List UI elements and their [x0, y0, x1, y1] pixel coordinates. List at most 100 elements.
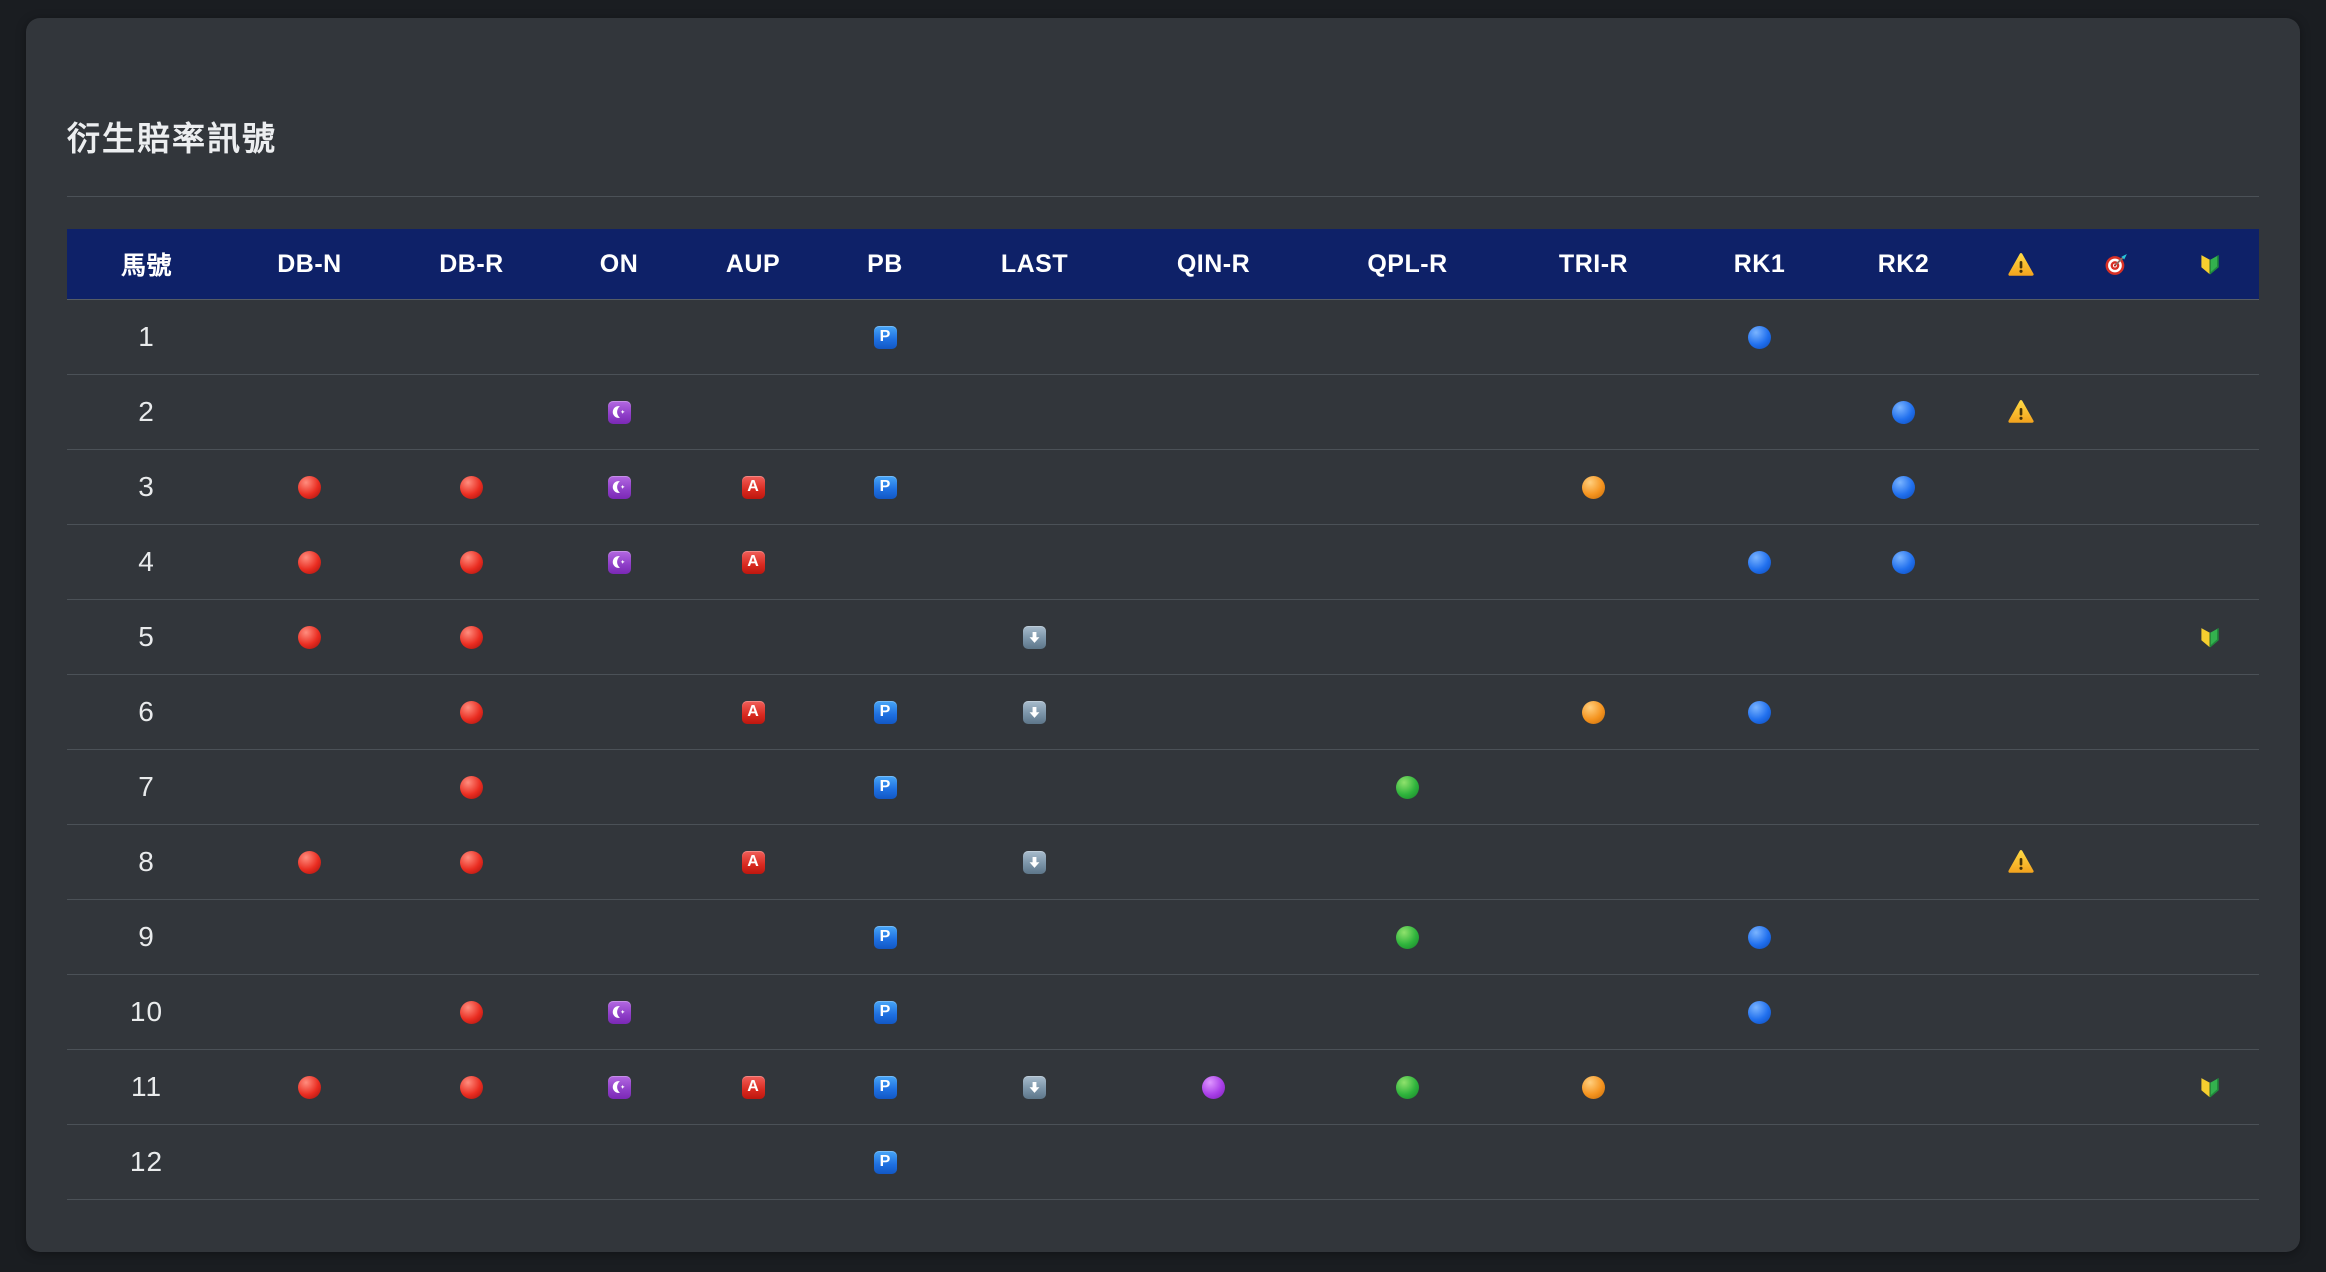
- blue-circle-icon: [1748, 325, 1771, 349]
- signal-cell-aup: A: [688, 524, 818, 600]
- signal-cell-rk2: [1837, 1124, 1970, 1200]
- signal-cell-warn: [1970, 599, 2072, 675]
- signal-cell-warn: [1970, 824, 2072, 900]
- green-circle-icon: [1396, 775, 1419, 799]
- signal-cell-pb: P: [818, 1049, 952, 1125]
- signal-cell-rk1: [1682, 374, 1837, 450]
- signal-cell-on: [550, 674, 688, 750]
- signal-cell-on: [550, 599, 688, 675]
- signal-cell-target: [2072, 599, 2160, 675]
- blue-circle-icon: [1748, 1000, 1771, 1024]
- signal-cell-aup: [688, 1124, 818, 1200]
- signal-cell-rk2: [1837, 824, 1970, 900]
- signal-cell-rk2: [1837, 899, 1970, 975]
- signal-cell-trir: [1505, 524, 1682, 600]
- p-badge-icon: P: [873, 925, 897, 949]
- horse-number: 5: [67, 599, 226, 675]
- signal-cell-dbr: [393, 674, 550, 750]
- signal-cell-dbr: [393, 449, 550, 525]
- page-title: 衍生賠率訊號: [67, 120, 277, 157]
- signal-cell-last: [952, 449, 1117, 525]
- signal-cell-last: [952, 1049, 1117, 1125]
- signal-cell-qplr: [1310, 674, 1505, 750]
- signal-cell-aup: A: [688, 674, 818, 750]
- crescent-badge-icon: [607, 550, 631, 574]
- column-header-rk1: RK1: [1682, 229, 1837, 300]
- signal-cell-beginner: [2160, 899, 2259, 975]
- signal-cell-target: [2072, 974, 2160, 1050]
- column-header-label: 馬號: [120, 252, 172, 280]
- blue-circle-icon: [1748, 925, 1771, 949]
- signal-cell-trir: [1505, 374, 1682, 450]
- signal-cell-qinr: [1117, 824, 1310, 900]
- red-circle-icon: [460, 550, 483, 574]
- beginner-icon: [2198, 252, 2222, 277]
- signal-cell-dbr: [393, 974, 550, 1050]
- signal-cell-dbn: [226, 674, 393, 750]
- signal-cell-qplr: [1310, 824, 1505, 900]
- signal-cell-trir: [1505, 899, 1682, 975]
- red-circle-icon: [460, 775, 483, 799]
- signal-cell-warn: [1970, 299, 2072, 375]
- column-header-pb: PB: [818, 229, 952, 300]
- signal-cell-aup: [688, 374, 818, 450]
- signal-cell-rk1: [1682, 1124, 1837, 1200]
- p-badge-icon: P: [873, 700, 897, 724]
- signal-cell-qinr: [1117, 299, 1310, 375]
- signal-cell-last: [952, 974, 1117, 1050]
- crescent-badge-icon: [607, 475, 631, 499]
- table-row: 6 A P: [67, 674, 2259, 750]
- signal-cell-aup: [688, 599, 818, 675]
- signal-cell-pb: P: [818, 1124, 952, 1200]
- column-header-label: ON: [599, 249, 639, 278]
- a-badge-icon: A: [741, 850, 765, 874]
- signal-cell-on: [550, 299, 688, 375]
- column-header-label: QPL-R: [1367, 249, 1448, 278]
- signal-cell-dbr: [393, 374, 550, 450]
- signal-cell-on: [550, 899, 688, 975]
- signal-cell-dbn: [226, 449, 393, 525]
- horse-number: 9: [67, 899, 226, 975]
- signal-cell-qplr: [1310, 1124, 1505, 1200]
- signal-cell-beginner: [2160, 824, 2259, 900]
- signal-cell-warn: [1970, 449, 2072, 525]
- red-circle-icon: [298, 550, 321, 574]
- signal-cell-qplr: [1310, 524, 1505, 600]
- column-header-last: LAST: [952, 229, 1117, 300]
- signal-cell-qplr: [1310, 899, 1505, 975]
- signal-cell-qinr: [1117, 974, 1310, 1050]
- blue-circle-icon: [1748, 700, 1771, 724]
- blue-circle-icon: [1892, 550, 1915, 574]
- signal-cell-trir: [1505, 1124, 1682, 1200]
- signal-cell-beginner: [2160, 374, 2259, 450]
- signal-cell-rk2: [1837, 374, 1970, 450]
- horse-number: 10: [67, 974, 226, 1050]
- signal-cell-rk1: [1682, 824, 1837, 900]
- signal-cell-qinr: [1117, 1124, 1310, 1200]
- down-badge-icon: [1023, 850, 1046, 874]
- red-circle-icon: [460, 625, 483, 649]
- orange-circle-icon: [1582, 475, 1605, 499]
- column-header-trir: TRI-R: [1505, 229, 1682, 300]
- signal-cell-qplr: [1310, 974, 1505, 1050]
- signal-cell-on: [550, 449, 688, 525]
- p-badge-icon: P: [873, 1075, 897, 1099]
- signal-cell-pb: P: [818, 749, 952, 825]
- blue-circle-icon: [1892, 475, 1915, 499]
- column-header-label: RK2: [1877, 249, 1930, 278]
- horse-number: 2: [67, 374, 226, 450]
- signal-cell-warn: [1970, 1124, 2072, 1200]
- signal-cell-target: [2072, 449, 2160, 525]
- horse-number: 3: [67, 449, 226, 525]
- signal-cell-aup: A: [688, 824, 818, 900]
- signal-cell-on: [550, 1124, 688, 1200]
- signal-cell-trir: [1505, 299, 1682, 375]
- signals-table: 馬號 DB-N DB-R ON AUP PB LAST QIN-R QPL-R TRI-R RK1 R…: [67, 229, 2259, 1200]
- signal-cell-rk2: [1837, 524, 1970, 600]
- signal-cell-qinr: [1117, 449, 1310, 525]
- signal-cell-rk1: [1682, 974, 1837, 1050]
- signal-cell-dbr: [393, 1124, 550, 1200]
- signal-cell-rk1: [1682, 674, 1837, 750]
- signal-cell-rk1: [1682, 899, 1837, 975]
- signal-cell-on: [550, 374, 688, 450]
